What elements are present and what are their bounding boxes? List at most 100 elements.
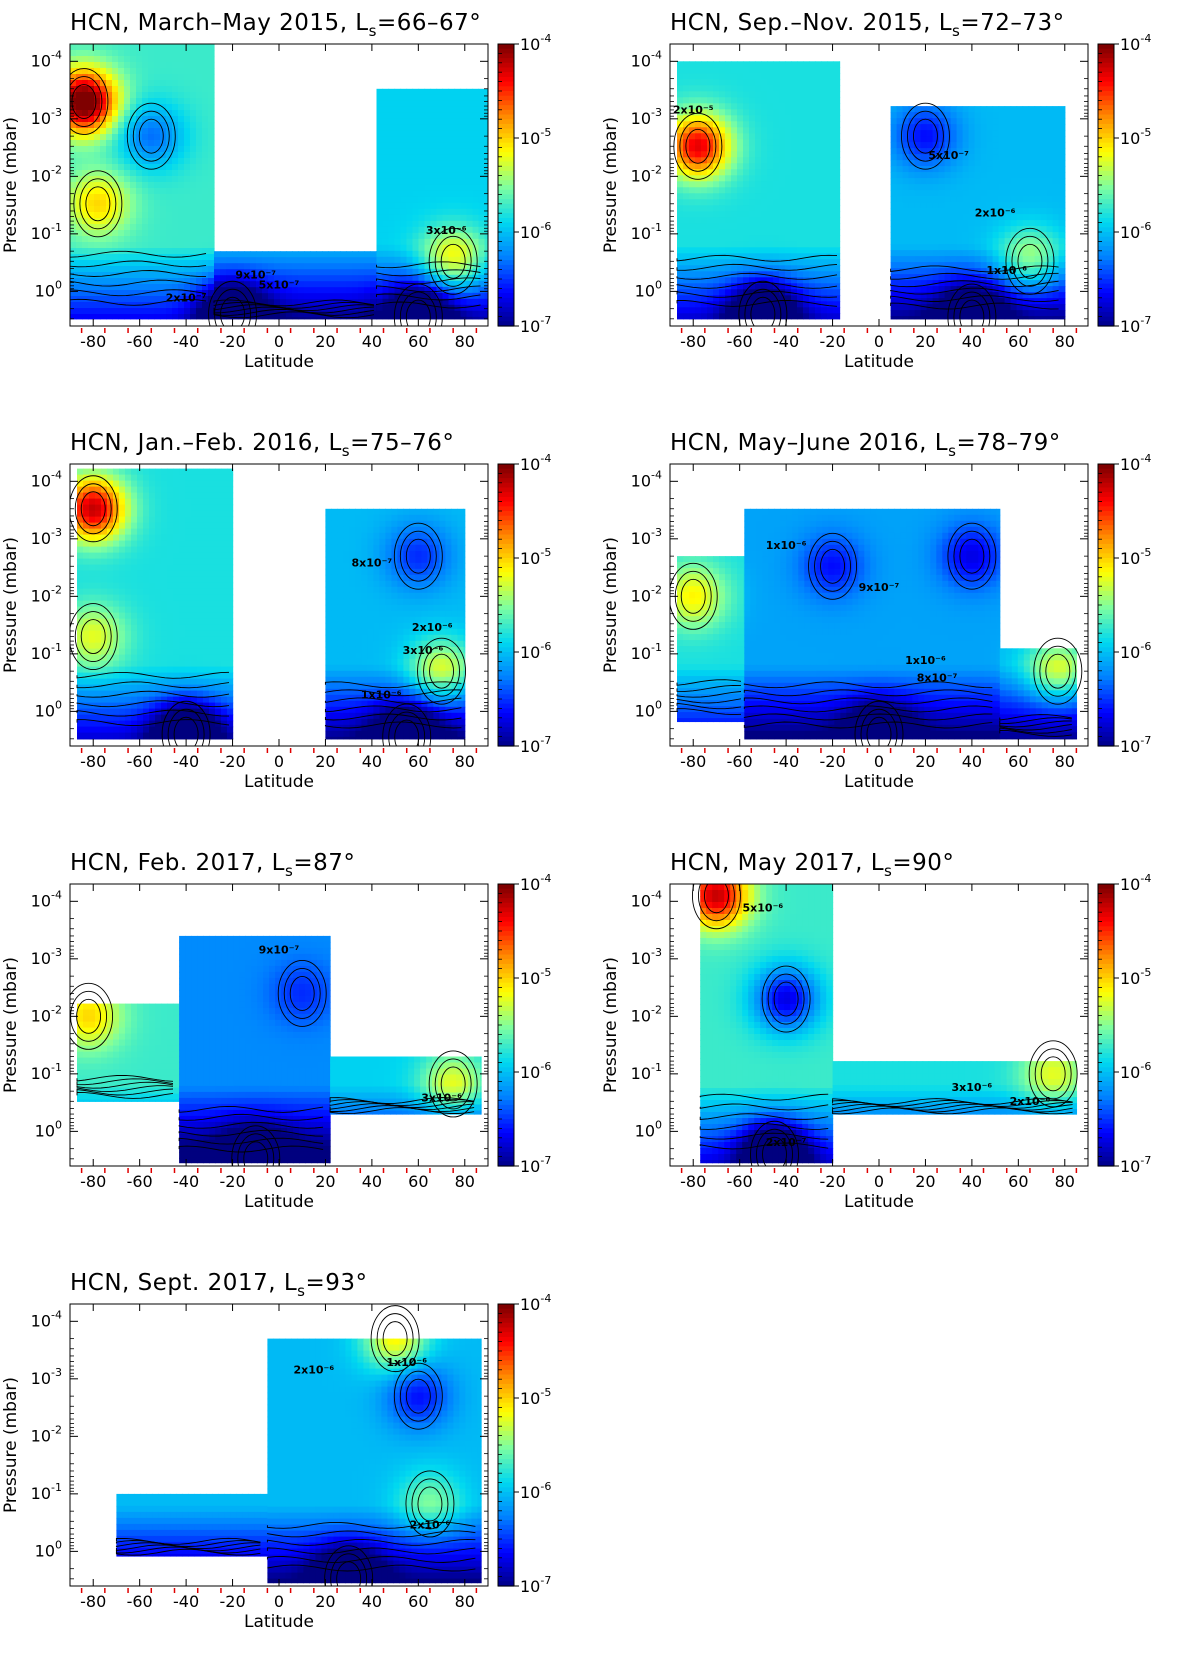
x-tick-label: -60: [127, 332, 153, 351]
y-tick-label: 10-4: [631, 888, 662, 910]
x-axis-label: Latitude: [844, 352, 914, 372]
x-tick-label: 20: [315, 752, 335, 771]
colorbar: 10-410-510-610-7: [498, 1292, 551, 1596]
x-tick-label: -60: [727, 332, 753, 351]
x-tick-label: -60: [127, 1172, 153, 1191]
contour-label: 9x10⁻⁷: [859, 581, 900, 594]
x-tick-label: 80: [455, 1172, 475, 1191]
y-tick-label: 10-3: [631, 946, 662, 968]
y-tick-label: 10-2: [631, 583, 662, 605]
y-tick-label: 10-3: [631, 106, 662, 128]
data-region-1: [65, 983, 180, 1102]
x-tick-label: -60: [727, 1172, 753, 1191]
colorbar-tick-label: 10-4: [520, 872, 551, 894]
colorbar-tick-label: 10-5: [1120, 966, 1151, 988]
x-tick-label: -40: [773, 332, 799, 351]
x-axis-label: Latitude: [844, 772, 914, 792]
x-tick-label: -40: [773, 752, 799, 771]
y-tick-label: 10-3: [31, 106, 62, 128]
x-tick-label: 0: [274, 1172, 284, 1191]
x-tick-label: -20: [219, 332, 245, 351]
data-region-3: [330, 1051, 482, 1117]
colorbar-tick-label: 10-4: [1120, 452, 1151, 474]
data-region-2: [325, 509, 465, 770]
data-region-3: [377, 89, 489, 350]
y-tick-label: 10-1: [31, 641, 62, 663]
x-tick-label: 20: [915, 1172, 935, 1191]
y-tick-label: 10-4: [31, 48, 62, 70]
contour-label: 2x10⁻⁷: [766, 1136, 807, 1149]
colorbar-tick-label: 10-6: [1120, 640, 1151, 662]
x-tick-label: 0: [874, 332, 884, 351]
y-tick-label: 10-1: [31, 1061, 62, 1083]
data-region-2: [179, 936, 331, 1192]
y-tick-label: 100: [35, 278, 62, 300]
x-tick-label: 20: [315, 1592, 335, 1611]
contour-label: 2x10⁻⁶: [410, 1518, 451, 1531]
colorbar-tick-label: 10-7: [1120, 734, 1151, 756]
x-tick-label: -20: [219, 752, 245, 771]
x-tick-label: 80: [455, 752, 475, 771]
y-axis-label: Pressure (mbar): [601, 957, 621, 1093]
x-tick-label: 40: [362, 1172, 382, 1191]
y-tick-label: 10-1: [631, 641, 662, 663]
x-axis-label: Latitude: [844, 1192, 914, 1212]
x-tick-label: 80: [1055, 752, 1075, 771]
x-tick-label: 0: [274, 1592, 284, 1611]
x-tick-label: 40: [362, 332, 382, 351]
contour-label: 1x10⁻⁶: [361, 689, 402, 702]
y-tick-label: 100: [635, 1118, 662, 1140]
x-tick-label: 60: [1008, 1172, 1028, 1191]
x-tick-label: 40: [962, 1172, 982, 1191]
y-tick-label: 10-2: [631, 163, 662, 185]
chart-title: HCN, May 2017, Ls=90°: [670, 850, 954, 880]
contour-label: 1x10⁻⁶: [986, 264, 1027, 277]
x-tick-label: -20: [819, 752, 845, 771]
y-tick-label: 100: [35, 1118, 62, 1140]
colorbar-tick-label: 10-5: [520, 546, 551, 568]
colorbar-tick-label: 10-6: [520, 1480, 551, 1502]
colorbar: 10-410-510-610-7: [1098, 872, 1151, 1176]
chart-title: HCN, Sep.–Nov. 2015, Ls=72–73°: [670, 10, 1065, 40]
y-tick-label: 10-1: [31, 221, 62, 243]
x-tick-label: 80: [455, 1592, 475, 1611]
chart-title: HCN, May–June 2016, Ls=78–79°: [670, 430, 1061, 460]
colorbar-tick-label: 10-5: [520, 966, 551, 988]
colorbar-tick-label: 10-5: [1120, 546, 1151, 568]
colorbar-tick-label: 10-6: [520, 1060, 551, 1082]
y-axis-label: Pressure (mbar): [1, 1377, 21, 1513]
y-tick-label: 100: [635, 278, 662, 300]
contour-label: 9x10⁻⁷: [259, 943, 300, 956]
x-axis-label: Latitude: [244, 1192, 314, 1212]
x-tick-label: 40: [362, 1592, 382, 1611]
contour-label: 8x10⁻⁷: [352, 556, 393, 569]
x-axis-label: Latitude: [244, 772, 314, 792]
colorbar-tick-label: 10-7: [520, 734, 551, 756]
x-axis-label: Latitude: [244, 1612, 314, 1632]
y-tick-label: 10-1: [31, 1481, 62, 1503]
colorbar-tick-label: 10-7: [520, 1154, 551, 1176]
x-tick-label: 20: [915, 752, 935, 771]
data-region-2: [891, 103, 1066, 350]
contour-label: 2x10⁻⁶: [412, 621, 453, 634]
x-tick-label: 0: [274, 752, 284, 771]
colorbar-tick-label: 10-5: [1120, 126, 1151, 148]
colorbar-tick-label: 10-4: [1120, 872, 1151, 894]
y-tick-label: 10-4: [31, 1308, 62, 1330]
x-tick-label: -60: [127, 752, 153, 771]
y-tick-label: 10-4: [31, 888, 62, 910]
x-tick-label: -20: [219, 1592, 245, 1611]
y-axis-label: Pressure (mbar): [1, 117, 21, 253]
contour-label: 3x10⁻⁶: [421, 1091, 462, 1104]
chart-title: HCN, Sept. 2017, Ls=93°: [70, 1270, 368, 1300]
colorbar-tick-label: 10-4: [520, 32, 551, 54]
